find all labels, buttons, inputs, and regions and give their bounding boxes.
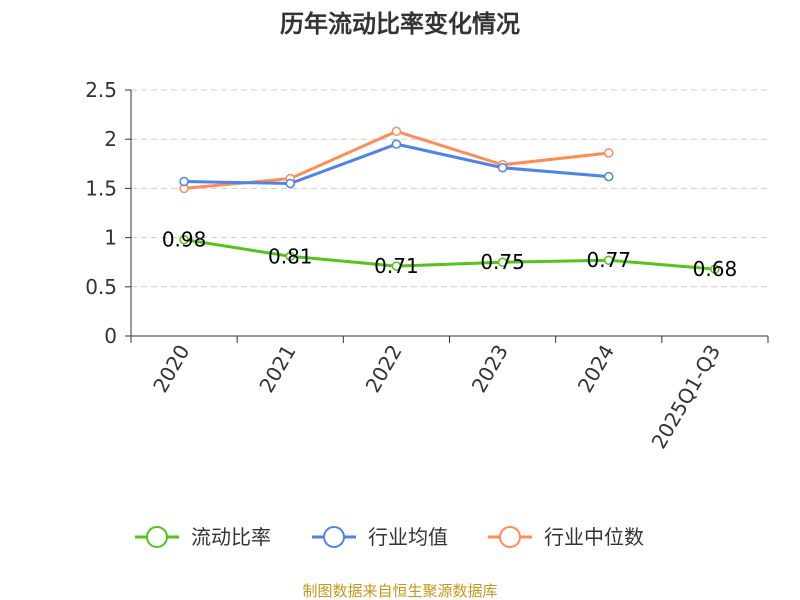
x-tick-label: 2024: [573, 341, 619, 397]
data-point: [391, 126, 402, 137]
data-label: 0.68: [693, 257, 738, 281]
data-point: [604, 255, 614, 265]
chart-title: 历年流动比率变化情况: [280, 10, 520, 38]
legend-label: 行业均值: [368, 525, 448, 549]
series-0: 0.98 0.81 0.71 0.75 0.77 0.68: [162, 228, 737, 282]
series-1: [179, 139, 614, 189]
y-tick-label: 2.5: [85, 78, 117, 102]
legend-label: 流动比率: [191, 525, 271, 549]
y-tick-label: 1.5: [85, 176, 117, 200]
x-tick-label: 2020: [148, 341, 194, 397]
legend-circle-icon: [146, 526, 168, 548]
data-point: [391, 139, 402, 149]
legend-item[interactable]: 行业中位数: [488, 525, 644, 549]
data-point: [391, 261, 402, 271]
data-point: [497, 162, 508, 173]
x-tick-label: 2025Q1-Q3: [647, 341, 726, 453]
y-tick-label: 0: [104, 324, 117, 348]
data-point: [179, 234, 189, 245]
data-label: 0.71: [374, 254, 419, 278]
data-point: [179, 176, 189, 187]
data-label: 0.98: [162, 228, 207, 252]
data-point: [285, 251, 295, 262]
x-tick-label: 2022: [361, 341, 407, 397]
x-tick-label: 2021: [254, 341, 300, 397]
data-label: 0.77: [586, 248, 631, 272]
data-point: [604, 171, 614, 182]
legend-circle-icon: [323, 526, 345, 548]
data-point: [604, 148, 614, 158]
y-tick-label: 2: [104, 127, 117, 151]
legend-label: 行业中位数: [544, 525, 644, 549]
source-note: 制图数据来自恒生聚源数据库: [302, 582, 497, 600]
y-tick-label: 0.5: [85, 275, 117, 299]
series-line: [183, 238, 716, 271]
legend-item[interactable]: 流动比率: [135, 525, 271, 549]
legend-circle-icon: [499, 526, 521, 548]
data-label: 0.75: [480, 250, 525, 274]
y-tick-label: 1: [104, 226, 117, 250]
data-point: [285, 178, 295, 189]
series-line: [184, 142, 609, 185]
data-label: 0.81: [268, 244, 313, 268]
x-tick-label: 2023: [467, 341, 513, 397]
data-point: [710, 264, 720, 274]
legend-item[interactable]: 行业均值: [312, 525, 448, 549]
data-point: [497, 257, 508, 267]
